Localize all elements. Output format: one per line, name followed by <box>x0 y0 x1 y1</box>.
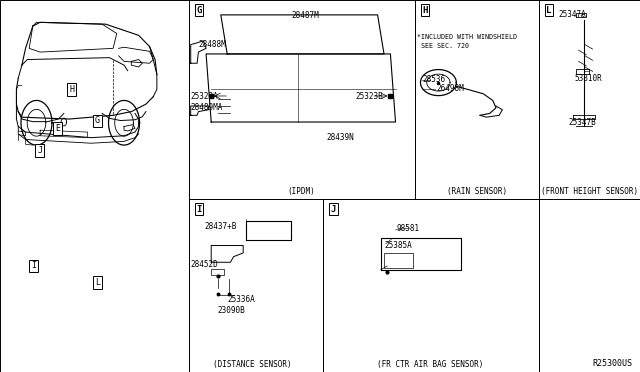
Text: J: J <box>331 205 336 214</box>
Text: 28489MA: 28489MA <box>191 103 223 112</box>
Bar <box>539 0 640 199</box>
Bar <box>211 269 224 275</box>
Text: (FR CTR AIR BAG SENSOR): (FR CTR AIR BAG SENSOR) <box>377 360 483 369</box>
Text: SEE SEC. 720: SEE SEC. 720 <box>417 44 469 49</box>
Text: L: L <box>95 278 100 287</box>
Text: *INCLUDED WITH WINDSHIELD: *INCLUDED WITH WINDSHIELD <box>417 34 517 40</box>
Text: (IPDM): (IPDM) <box>287 187 316 196</box>
Text: (DISTANCE SENSOR): (DISTANCE SENSOR) <box>214 360 292 369</box>
Text: E: E <box>55 124 60 133</box>
Text: L: L <box>547 6 552 15</box>
Text: 28437+B: 28437+B <box>205 222 237 231</box>
Text: 53810R: 53810R <box>575 74 602 83</box>
Text: 28452D: 28452D <box>191 260 218 269</box>
Bar <box>384 253 413 268</box>
Text: 25347B: 25347B <box>568 118 596 126</box>
Text: (RAIN SENSOR): (RAIN SENSOR) <box>447 187 507 196</box>
Text: 28536: 28536 <box>422 76 445 84</box>
Text: 26498M: 26498M <box>436 84 464 93</box>
Text: G: G <box>196 6 202 15</box>
Bar <box>0 0 189 372</box>
Text: J: J <box>37 146 42 155</box>
Text: 25347A: 25347A <box>558 10 586 19</box>
Text: I: I <box>196 205 202 214</box>
Text: 28439N: 28439N <box>326 133 354 142</box>
Text: 23090B: 23090B <box>218 306 245 315</box>
Bar <box>189 199 323 372</box>
Text: (FRONT HEIGHT SENSOR): (FRONT HEIGHT SENSOR) <box>541 187 638 196</box>
Text: R25300US: R25300US <box>593 359 632 368</box>
Bar <box>415 0 539 199</box>
Bar <box>323 199 539 372</box>
Text: H: H <box>69 85 74 94</box>
Text: H: H <box>422 6 428 15</box>
Text: 98581: 98581 <box>397 224 420 233</box>
Text: I: I <box>31 262 36 270</box>
Text: 28487M: 28487M <box>291 11 319 20</box>
Text: 25336A: 25336A <box>227 295 255 304</box>
Bar <box>189 0 415 199</box>
Text: 25323A: 25323A <box>191 92 218 101</box>
Text: 25323B: 25323B <box>355 92 383 101</box>
Text: 28488M: 28488M <box>198 40 226 49</box>
Bar <box>539 199 640 372</box>
Text: 25385A: 25385A <box>384 241 412 250</box>
Text: G: G <box>95 116 100 125</box>
